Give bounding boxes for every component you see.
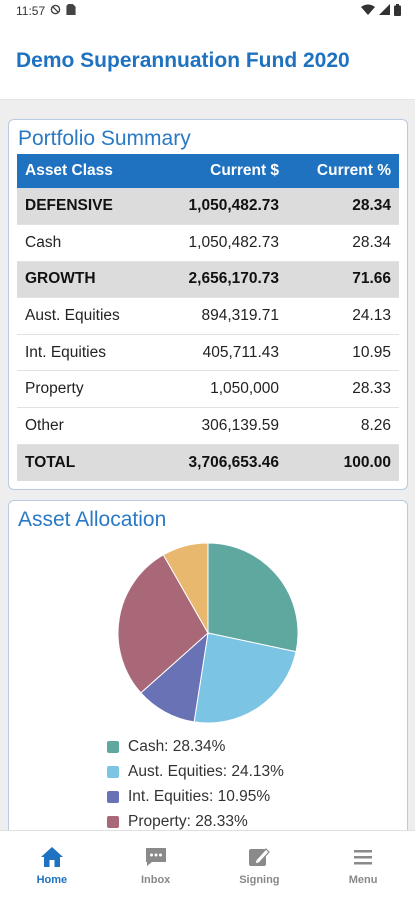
table-row: Property 1,050,000 28.33 xyxy=(17,370,399,409)
amount-cell: 3,706,653.46 xyxy=(154,444,288,481)
portfolio-table: Asset Class Current $ Current % DEFENSIV… xyxy=(17,154,399,481)
legend-item-property: Property: 28.33% xyxy=(107,810,399,830)
legend-item-aust-equities: Aust. Equities: 24.13% xyxy=(107,760,399,785)
nav-label-signing: Signing xyxy=(239,873,280,886)
amount-cell: 405,711.43 xyxy=(154,334,288,372)
legend-swatch-property xyxy=(107,816,119,829)
percent-cell: 8.26 xyxy=(287,407,399,445)
status-bar: 11:57 xyxy=(0,0,415,22)
legend-swatch-int-equities xyxy=(107,791,119,804)
table-total-row: TOTAL 3,706,653.46 100.00 xyxy=(17,444,399,481)
chart-legend: Cash: 28.34% Aust. Equities: 24.13% Int.… xyxy=(17,725,399,830)
nav-label-menu: Menu xyxy=(348,873,378,886)
legend-swatch-aust-equities xyxy=(107,766,119,779)
status-time: 11:57 xyxy=(16,4,46,18)
signal-icon xyxy=(379,4,390,18)
percent-cell: 100.00 xyxy=(287,444,399,481)
pie-slice-property xyxy=(117,553,209,694)
asset-allocation-pie-chart xyxy=(117,542,299,724)
percent-cell: 28.34 xyxy=(287,188,399,226)
status-left: 11:57 xyxy=(16,4,76,18)
asset-class-cell: DEFENSIVE xyxy=(17,188,155,226)
asset-class-cell: Aust. Equities xyxy=(17,297,155,335)
amount-cell: 2,656,170.73 xyxy=(154,261,288,299)
asset-class-cell: GROWTH xyxy=(17,261,155,299)
asset-class-cell: Other xyxy=(17,407,155,445)
amount-cell: 894,319.71 xyxy=(154,297,288,335)
legend-item-int-equities: Int. Equities: 10.95% xyxy=(107,785,399,810)
column-header-current-amount: Current $ xyxy=(154,154,288,188)
wifi-icon xyxy=(361,4,375,18)
table-row: GROWTH 2,656,170.73 71.66 xyxy=(17,261,399,299)
portfolio-summary-card: Portfolio Summary Asset Class Current $ … xyxy=(8,119,408,490)
sign-icon xyxy=(247,846,271,868)
menu-icon xyxy=(351,846,375,868)
sim-icon xyxy=(66,4,76,18)
amount-cell: 1,050,000 xyxy=(154,370,288,409)
column-header-current-percent: Current % xyxy=(287,154,399,188)
legend-label-aust-equities: Aust. Equities: 24.13% xyxy=(128,763,284,781)
percent-cell: 10.95 xyxy=(287,334,399,372)
status-right xyxy=(361,3,401,19)
percent-cell: 28.33 xyxy=(287,370,399,409)
asset-allocation-card: Asset Allocation Cash: 28.34% Aust. Equi… xyxy=(8,499,408,830)
app-header: Demo Superannuation Fund 2020 xyxy=(0,22,415,100)
pie-slice-other xyxy=(162,542,209,635)
legend-label-property: Property: 28.33% xyxy=(128,813,248,830)
bottom-nav: Home Inbox Signing Menu xyxy=(0,830,415,900)
amount-cell: 306,139.59 xyxy=(154,407,288,445)
table-row: Cash 1,050,482.73 28.34 xyxy=(17,224,399,262)
chat-icon xyxy=(144,846,168,868)
nav-item-menu[interactable]: Menu xyxy=(311,831,415,900)
dnd-icon xyxy=(50,4,61,18)
amount-cell: 1,050,482.73 xyxy=(154,188,288,226)
nav-item-home[interactable]: Home xyxy=(0,831,104,900)
nav-item-signing[interactable]: Signing xyxy=(208,831,312,900)
percent-cell: 24.13 xyxy=(287,297,399,335)
portfolio-summary-title: Portfolio Summary xyxy=(18,127,191,150)
amount-cell: 1,050,482.73 xyxy=(154,224,288,262)
table-header-row: Asset Class Current $ Current % xyxy=(17,154,399,188)
home-icon xyxy=(40,846,64,868)
table-row: Int. Equities 405,711.43 10.95 xyxy=(17,334,399,372)
percent-cell: 71.66 xyxy=(287,261,399,299)
pie-slice-aust-equities xyxy=(193,632,297,724)
asset-class-cell: Property xyxy=(17,370,155,409)
legend-item-cash: Cash: 28.34% xyxy=(107,735,399,760)
asset-class-cell: Int. Equities xyxy=(17,334,155,372)
nav-item-inbox[interactable]: Inbox xyxy=(104,831,208,900)
percent-cell: 28.34 xyxy=(287,224,399,262)
battery-icon xyxy=(394,3,401,19)
table-row: DEFENSIVE 1,050,482.73 28.34 xyxy=(17,188,399,226)
legend-swatch-cash xyxy=(107,741,119,754)
main-content[interactable]: Portfolio Summary Asset Class Current $ … xyxy=(0,100,415,830)
legend-label-int-equities: Int. Equities: 10.95% xyxy=(128,788,271,806)
nav-label-home: Home xyxy=(36,873,68,886)
asset-class-cell: Cash xyxy=(17,224,155,262)
asset-class-cell: TOTAL xyxy=(17,444,155,481)
column-header-asset-class: Asset Class xyxy=(17,154,155,188)
asset-allocation-title: Asset Allocation xyxy=(18,507,167,531)
legend-label-cash: Cash: 28.34% xyxy=(128,738,226,756)
nav-label-inbox: Inbox xyxy=(140,873,171,886)
table-row: Other 306,139.59 8.26 xyxy=(17,407,399,445)
table-row: Aust. Equities 894,319.71 24.13 xyxy=(17,297,399,335)
pie-chart-wrap xyxy=(17,535,399,725)
pie-slice-cash xyxy=(207,542,299,653)
page-title: Demo Superannuation Fund 2020 xyxy=(16,48,350,72)
